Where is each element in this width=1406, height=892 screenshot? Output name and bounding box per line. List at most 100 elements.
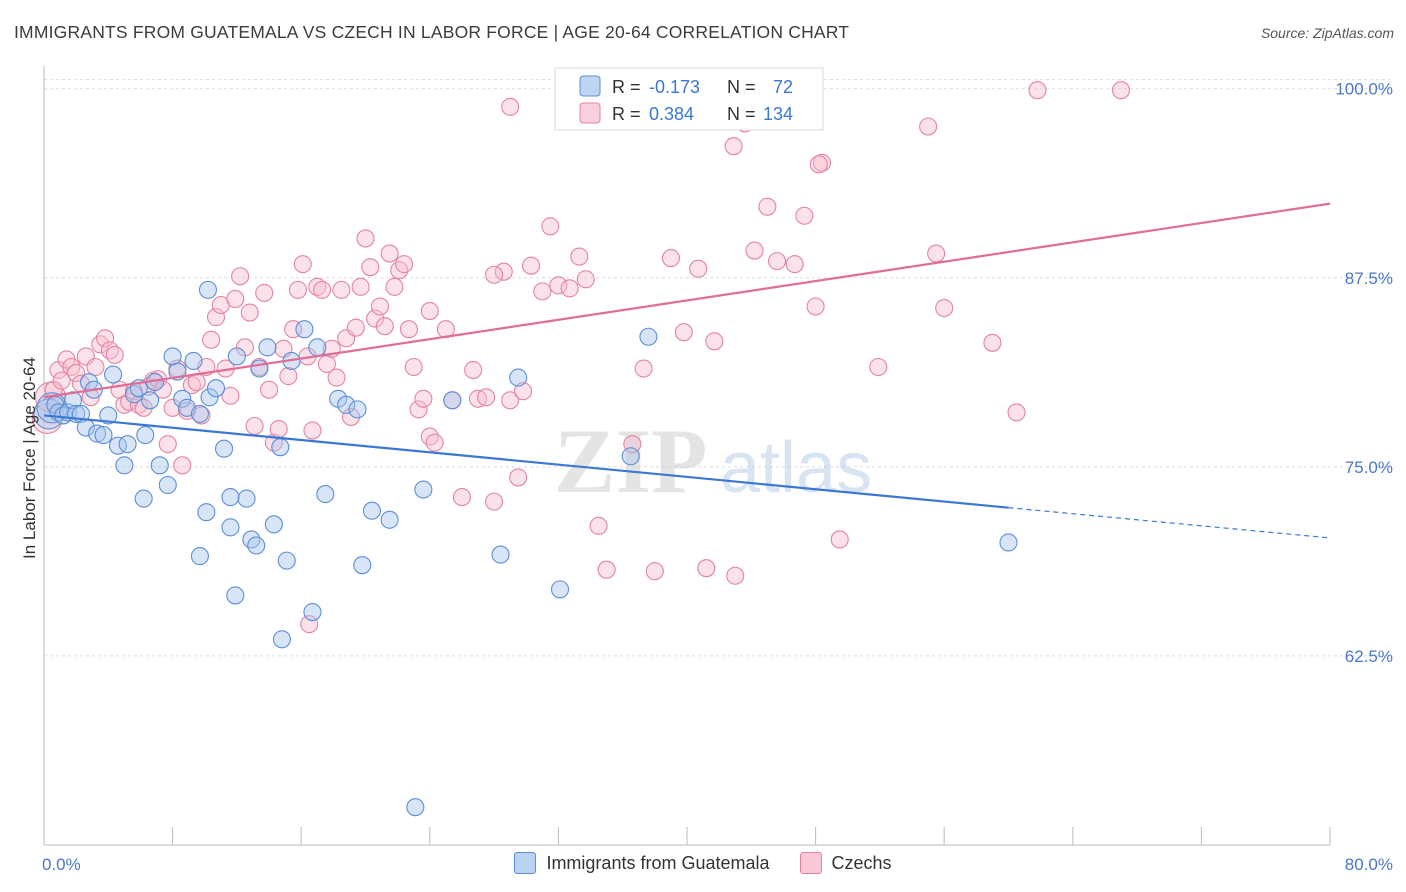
czech-point	[724, 137, 743, 156]
chart-title: IMMIGRANTS FROM GUATEMALA VS CZECH IN LA…	[14, 22, 850, 42]
czech-point	[464, 360, 483, 380]
czech-point	[134, 398, 153, 417]
guatemala-point	[295, 320, 314, 339]
legend-n-value-pink: 134	[763, 104, 793, 124]
czech-point	[1007, 403, 1026, 422]
czech-point	[303, 421, 322, 440]
guatemala-point	[999, 533, 1018, 552]
czech-point	[869, 357, 888, 377]
guatemala-point	[197, 503, 216, 522]
czech-point	[226, 289, 245, 308]
trend-lines	[43, 202, 1331, 539]
watermark-zip: ZIP	[554, 410, 707, 512]
legend-r-label-pink: R =	[612, 104, 641, 124]
czech-point	[485, 265, 504, 284]
guatemala-point	[303, 603, 322, 622]
czech-point	[380, 244, 399, 263]
czech-point	[420, 301, 439, 321]
legend-n-value-blue: 72	[773, 77, 793, 97]
guatemala-point	[124, 385, 144, 404]
guatemala-point	[353, 556, 372, 575]
czech-point	[173, 456, 192, 475]
czech-point	[501, 391, 520, 410]
czech-point	[375, 317, 394, 336]
y-axis-label: In Labor Force | Age 20-64	[20, 357, 39, 559]
y-tick-label: 62.5%	[1345, 647, 1393, 666]
guatemala-point	[348, 400, 367, 419]
guatemala-point	[337, 395, 356, 414]
x-tick-label-max: 80.0%	[1345, 855, 1393, 874]
czech-trend-line	[43, 202, 1331, 399]
guatemala-point	[134, 489, 153, 508]
czech-point	[830, 530, 849, 549]
czech-point	[661, 249, 680, 268]
guatemala-point	[173, 389, 192, 408]
czech-point	[485, 492, 504, 511]
czech-point	[269, 419, 288, 439]
czech-point	[501, 97, 520, 116]
czech-point	[356, 229, 375, 248]
czech-point	[513, 382, 533, 401]
guatemala-point	[316, 485, 335, 504]
legend-label-guatemala: Immigrants from Guatemala	[546, 852, 770, 873]
guatemala-point	[277, 551, 296, 570]
guatemala-point	[258, 338, 277, 357]
czech-point	[935, 298, 954, 318]
czech-point	[745, 241, 764, 260]
guatemala-point	[99, 406, 118, 425]
guatemala-point	[150, 456, 169, 475]
czech-point	[221, 386, 240, 405]
legend-r-label-blue: R =	[612, 77, 641, 97]
czech-point	[240, 303, 259, 322]
guatemala-point	[406, 798, 425, 817]
czech-point	[293, 255, 312, 274]
guatemala-point	[221, 518, 240, 537]
czech-point	[409, 400, 428, 419]
czech-point	[288, 280, 308, 299]
guatemala-point	[94, 426, 113, 445]
czech-point	[91, 335, 110, 354]
guatemala-point	[362, 501, 381, 520]
guatemala-point	[190, 547, 209, 566]
czech-point	[231, 267, 250, 286]
czech-point	[370, 297, 390, 316]
czech-point	[425, 433, 444, 452]
czech-point	[67, 364, 86, 383]
czech-point	[494, 262, 513, 281]
czech-point	[346, 318, 365, 337]
tick-labels: 62.5% 75.0% 87.5% 100.0% 0.0% 80.0%	[42, 80, 1393, 874]
czech-point	[919, 117, 938, 136]
guatemala-point	[509, 368, 528, 387]
guatemala-point	[63, 391, 82, 410]
czech-point	[549, 276, 568, 295]
czech-point	[202, 330, 221, 349]
guatemala-point	[118, 435, 137, 454]
czech-point	[705, 332, 724, 351]
czech-point	[259, 380, 279, 399]
guatemala-point	[206, 379, 226, 398]
legend-n-label-blue: N =	[727, 77, 756, 97]
czech-point	[395, 255, 414, 274]
guatemala-point	[271, 438, 290, 457]
czech-point	[105, 345, 124, 364]
guatemala-point	[108, 436, 127, 455]
guatemala-point	[226, 586, 245, 605]
guatemala-trend-line	[43, 414, 1009, 509]
x-tick-label-min: 0.0%	[42, 855, 81, 874]
czech-point	[767, 252, 787, 271]
czech-point	[1111, 81, 1131, 100]
guatemala-point	[247, 536, 266, 555]
czech-point	[541, 217, 560, 236]
czech-point	[533, 282, 552, 301]
czech-point	[697, 559, 716, 578]
czech-point	[255, 283, 274, 302]
guatemala-point	[221, 488, 240, 507]
guatemala-point	[136, 426, 155, 445]
guatemala-point	[639, 327, 658, 346]
watermark: ZIP atlas	[554, 410, 872, 512]
czech-point	[576, 270, 595, 289]
guatemala-point	[242, 530, 261, 549]
czech-point	[812, 153, 832, 172]
czech-point	[674, 323, 693, 342]
